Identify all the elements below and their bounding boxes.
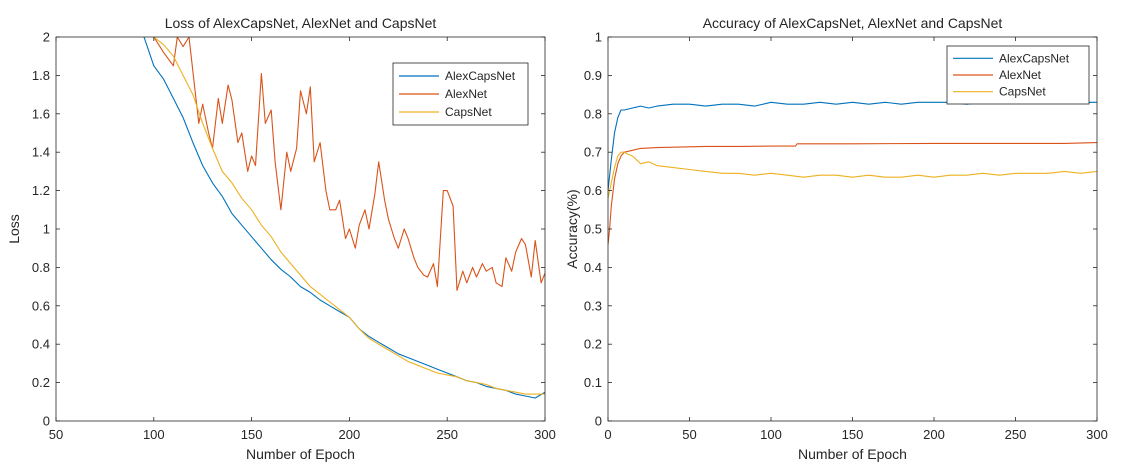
- y-tick-label: 0.6: [584, 183, 602, 198]
- chart-title: Accuracy of AlexCapsNet, AlexNet and Cap…: [703, 15, 1003, 31]
- y-tick-label: 0: [595, 414, 602, 429]
- legend-label: AlexNet: [445, 87, 488, 101]
- x-tick-label: 150: [241, 427, 263, 442]
- y-tick-label: 1.2: [32, 183, 50, 198]
- y-tick-label: 0.1: [584, 375, 602, 390]
- x-tick-label: 0: [604, 427, 611, 442]
- y-tick-label: 0.2: [32, 375, 50, 390]
- y-tick-label: 0.8: [32, 260, 50, 275]
- x-tick-label: 300: [1086, 427, 1108, 442]
- chart-loss: 50 100 150 200 250 300 0 0.2 0.4 0.6 0.8 1 1.2 1.4 1.6…: [6, 15, 556, 462]
- x-tick-label: 300: [534, 427, 556, 442]
- y-tick-label: 0.7: [584, 145, 602, 160]
- legend-label: AlexCapsNet: [999, 51, 1070, 65]
- y-tick-label: 0: [43, 414, 50, 429]
- x-tick-label: 200: [339, 427, 361, 442]
- series-group: [608, 101, 1097, 245]
- series-line-capsnet: [153, 37, 545, 395]
- x-tick-label: 200: [923, 427, 945, 442]
- x-tick-label: 150: [842, 427, 864, 442]
- y-tick-label: 0.3: [584, 298, 602, 313]
- series-line-alexnet: [153, 37, 545, 291]
- y-tick-label: 0.2: [584, 337, 602, 352]
- y-axis-label: Loss: [6, 214, 22, 244]
- x-tick-label: 100: [760, 427, 782, 442]
- legend: AlexCapsNet AlexNet CapsNet: [946, 45, 1090, 105]
- y-tick-label: 0.6: [32, 298, 50, 313]
- series-line-alexnet: [608, 142, 1097, 245]
- series-group: [143, 37, 545, 399]
- y-tick-label: 0.5: [584, 222, 602, 237]
- x-tick-label: 100: [143, 427, 165, 442]
- x-tick-label: 250: [436, 427, 458, 442]
- y-tick-label: 2: [43, 30, 50, 45]
- chart-accuracy: 0 50 100 150 200 250 300 0 0.1 0.2 0.3 0.4 0.5 0.6 0.7…: [564, 15, 1108, 462]
- x-tick-label: 250: [1005, 427, 1027, 442]
- series-line-capsnet: [608, 151, 1097, 199]
- y-tick-label: 0.4: [584, 260, 602, 275]
- y-tick-label: 0.4: [32, 337, 50, 352]
- y-tick-label: 0.8: [584, 106, 602, 121]
- y-tick-label: 1: [43, 222, 50, 237]
- legend-label: CapsNet: [445, 105, 492, 119]
- y-axis-label: Accuracy(%): [564, 189, 580, 268]
- y-tick-label: 1.6: [32, 106, 50, 121]
- legend-label: AlexNet: [999, 68, 1042, 82]
- x-axis-label: Number of Epoch: [798, 446, 907, 462]
- x-axis-label: Number of Epoch: [246, 446, 355, 462]
- legend-label: AlexCapsNet: [445, 69, 516, 83]
- legend-label: CapsNet: [999, 85, 1046, 99]
- legend: AlexCapsNet AlexNet CapsNet: [392, 62, 529, 126]
- x-tick-label: 50: [49, 427, 63, 442]
- chart-title: Loss of AlexCapsNet, AlexNet and CapsNet: [165, 15, 437, 31]
- y-tick-label: 1: [595, 30, 602, 45]
- y-tick-label: 1.8: [32, 68, 50, 83]
- y-tick-label: 1.4: [32, 145, 50, 160]
- x-tick-label: 50: [682, 427, 696, 442]
- y-tick-label: 0.9: [584, 68, 602, 83]
